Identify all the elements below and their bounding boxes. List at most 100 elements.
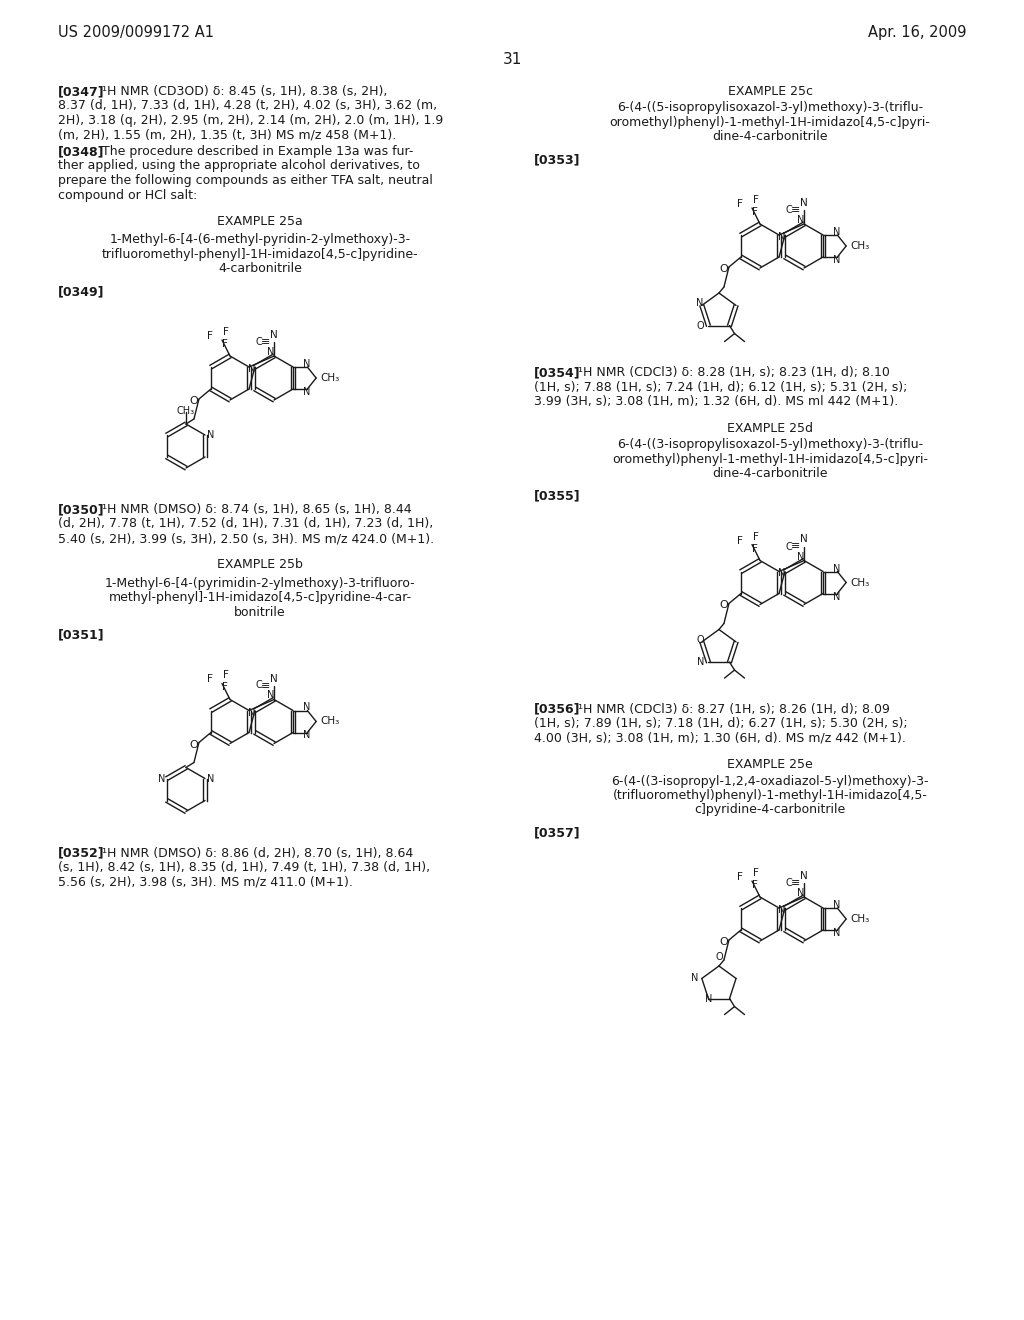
Text: F: F — [753, 195, 759, 205]
Text: ≡: ≡ — [261, 681, 270, 690]
Text: C: C — [785, 205, 793, 215]
Text: oromethyl)phenyl)-1-methyl-1H-imidazo[4,5-c]pyri-: oromethyl)phenyl)-1-methyl-1H-imidazo[4,… — [609, 116, 931, 129]
Text: 5.40 (s, 2H), 3.99 (s, 3H), 2.50 (s, 3H). MS m/z 424.0 (M+1).: 5.40 (s, 2H), 3.99 (s, 3H), 2.50 (s, 3H)… — [58, 532, 434, 545]
Text: compound or HCl salt:: compound or HCl salt: — [58, 189, 198, 202]
Text: 31: 31 — [503, 51, 521, 67]
Text: 3.99 (3H, s); 3.08 (1H, m); 1.32 (6H, d). MS ml 442 (M+1).: 3.99 (3H, s); 3.08 (1H, m); 1.32 (6H, d)… — [534, 395, 898, 408]
Text: EXAMPLE 25b: EXAMPLE 25b — [217, 558, 303, 572]
Text: [0347]: [0347] — [58, 84, 104, 98]
Text: N: N — [798, 215, 805, 224]
Text: N: N — [158, 774, 165, 784]
Text: [0356]: [0356] — [534, 702, 581, 715]
Text: O: O — [720, 937, 728, 946]
Text: 6-(4-((3-isopropyl-1,2,4-oxadiazol-5-yl)methoxy)-3-: 6-(4-((3-isopropyl-1,2,4-oxadiazol-5-yl)… — [611, 775, 929, 788]
Text: N: N — [303, 702, 310, 713]
Text: [0354]: [0354] — [534, 366, 581, 379]
Text: trifluoromethyl-phenyl]-1H-imidazo[4,5-c]pyridine-: trifluoromethyl-phenyl]-1H-imidazo[4,5-c… — [101, 248, 419, 261]
Text: N: N — [833, 227, 840, 238]
Text: (d, 2H), 7.78 (t, 1H), 7.52 (d, 1H), 7.31 (d, 1H), 7.23 (d, 1H),: (d, 2H), 7.78 (t, 1H), 7.52 (d, 1H), 7.3… — [58, 517, 433, 531]
Text: 8.37 (d, 1H), 7.33 (d, 1H), 4.28 (t, 2H), 4.02 (s, 3H), 3.62 (m,: 8.37 (d, 1H), 7.33 (d, 1H), 4.28 (t, 2H)… — [58, 99, 437, 112]
Text: C: C — [256, 681, 262, 690]
Text: N: N — [833, 255, 840, 265]
Text: N: N — [696, 298, 703, 309]
Text: methyl-phenyl]-1H-imidazo[4,5-c]pyridine-4-car-: methyl-phenyl]-1H-imidazo[4,5-c]pyridine… — [109, 591, 412, 605]
Text: 6-(4-((5-isopropylisoxazol-3-yl)methoxy)-3-(triflu-: 6-(4-((5-isopropylisoxazol-3-yl)methoxy)… — [616, 102, 923, 115]
Text: (m, 2H), 1.55 (m, 2H), 1.35 (t, 3H) MS m/z 458 (M+1).: (m, 2H), 1.55 (m, 2H), 1.35 (t, 3H) MS m… — [58, 128, 396, 141]
Text: F: F — [752, 544, 758, 553]
Text: (1H, s); 7.88 (1H, s); 7.24 (1H, d); 6.12 (1H, s); 5.31 (2H, s);: (1H, s); 7.88 (1H, s); 7.24 (1H, d); 6.1… — [534, 380, 907, 393]
Text: N: N — [267, 690, 274, 701]
Text: CH₃: CH₃ — [850, 242, 869, 251]
Text: bonitrile: bonitrile — [234, 606, 286, 619]
Text: N: N — [778, 906, 785, 915]
Text: F: F — [737, 199, 743, 209]
Text: O: O — [696, 635, 703, 645]
Text: [0350]: [0350] — [58, 503, 104, 516]
Text: ¹H NMR (CD3OD) δ: 8.45 (s, 1H), 8.38 (s, 2H),: ¹H NMR (CD3OD) δ: 8.45 (s, 1H), 8.38 (s,… — [102, 84, 387, 98]
Text: ≡: ≡ — [792, 541, 801, 552]
Text: O: O — [696, 321, 705, 330]
Text: prepare the following compounds as either TFA salt, neutral: prepare the following compounds as eithe… — [58, 174, 433, 187]
Text: EXAMPLE 25a: EXAMPLE 25a — [217, 215, 303, 228]
Text: ¹H NMR (CDCl3) δ: 8.27 (1H, s); 8.26 (1H, d); 8.09: ¹H NMR (CDCl3) δ: 8.27 (1H, s); 8.26 (1H… — [578, 702, 890, 715]
Text: CH₃: CH₃ — [850, 578, 869, 587]
Text: F: F — [753, 869, 759, 878]
Text: N: N — [798, 552, 805, 561]
Text: N: N — [270, 330, 278, 341]
Text: [0351]: [0351] — [58, 628, 104, 642]
Text: O: O — [720, 264, 728, 275]
Text: N: N — [207, 774, 214, 784]
Text: N: N — [270, 673, 278, 684]
Text: F: F — [752, 207, 758, 216]
Text: 5.56 (s, 2H), 3.98 (s, 3H). MS m/z 411.0 (M+1).: 5.56 (s, 2H), 3.98 (s, 3H). MS m/z 411.0… — [58, 875, 353, 888]
Text: N: N — [800, 198, 808, 209]
Text: N: N — [248, 364, 256, 374]
Text: [0348]: [0348] — [58, 145, 104, 158]
Text: N: N — [833, 564, 840, 573]
Text: N: N — [303, 359, 310, 370]
Text: 1-Methyl-6-[4-(6-methyl-pyridin-2-ylmethoxy)-3-: 1-Methyl-6-[4-(6-methyl-pyridin-2-ylmeth… — [110, 234, 411, 247]
Text: F: F — [737, 873, 743, 882]
Text: N: N — [800, 871, 808, 880]
Text: ≡: ≡ — [792, 878, 801, 888]
Text: [0357]: [0357] — [534, 826, 581, 840]
Text: N: N — [207, 430, 214, 440]
Text: N: N — [800, 535, 808, 544]
Text: N: N — [833, 900, 840, 909]
Text: C: C — [785, 878, 793, 888]
Text: F: F — [207, 675, 213, 685]
Text: N: N — [691, 973, 698, 983]
Text: CH₃: CH₃ — [850, 913, 869, 924]
Text: [0355]: [0355] — [534, 490, 581, 503]
Text: [0353]: [0353] — [534, 153, 581, 166]
Text: CH₃: CH₃ — [321, 717, 339, 726]
Text: [0352]: [0352] — [58, 846, 104, 859]
Text: US 2009/0099172 A1: US 2009/0099172 A1 — [58, 25, 214, 40]
Text: ¹H NMR (DMSO) δ: 8.86 (d, 2H), 8.70 (s, 1H), 8.64: ¹H NMR (DMSO) δ: 8.86 (d, 2H), 8.70 (s, … — [102, 846, 414, 859]
Text: N: N — [833, 928, 840, 939]
Text: F: F — [753, 532, 759, 541]
Text: c]pyridine-4-carbonitrile: c]pyridine-4-carbonitrile — [694, 804, 846, 817]
Text: [0349]: [0349] — [58, 285, 104, 298]
Text: O: O — [189, 739, 199, 750]
Text: N: N — [697, 657, 705, 667]
Text: CH₃: CH₃ — [177, 407, 195, 416]
Text: The procedure described in Example 13a was fur-: The procedure described in Example 13a w… — [102, 145, 414, 158]
Text: F: F — [223, 327, 229, 337]
Text: F: F — [207, 331, 213, 341]
Text: ≡: ≡ — [261, 337, 270, 347]
Text: Apr. 16, 2009: Apr. 16, 2009 — [867, 25, 966, 40]
Text: O: O — [720, 601, 728, 610]
Text: ≡: ≡ — [792, 205, 801, 215]
Text: O: O — [715, 952, 723, 962]
Text: (s, 1H), 8.42 (s, 1H), 8.35 (d, 1H), 7.49 (t, 1H), 7.38 (d, 1H),: (s, 1H), 8.42 (s, 1H), 8.35 (d, 1H), 7.4… — [58, 861, 430, 874]
Text: CH₃: CH₃ — [321, 374, 339, 383]
Text: C: C — [785, 541, 793, 552]
Text: F: F — [752, 880, 758, 890]
Text: 4-carbonitrile: 4-carbonitrile — [218, 263, 302, 276]
Text: ther applied, using the appropriate alcohol derivatives, to: ther applied, using the appropriate alco… — [58, 160, 420, 173]
Text: oromethyl)phenyl-1-methyl-1H-imidazo[4,5-c]pyri-: oromethyl)phenyl-1-methyl-1H-imidazo[4,5… — [612, 453, 928, 466]
Text: 6-(4-((3-isopropylisoxazol-5-yl)methoxy)-3-(triflu-: 6-(4-((3-isopropylisoxazol-5-yl)methoxy)… — [616, 438, 923, 451]
Text: N: N — [778, 569, 785, 578]
Text: N: N — [833, 591, 840, 602]
